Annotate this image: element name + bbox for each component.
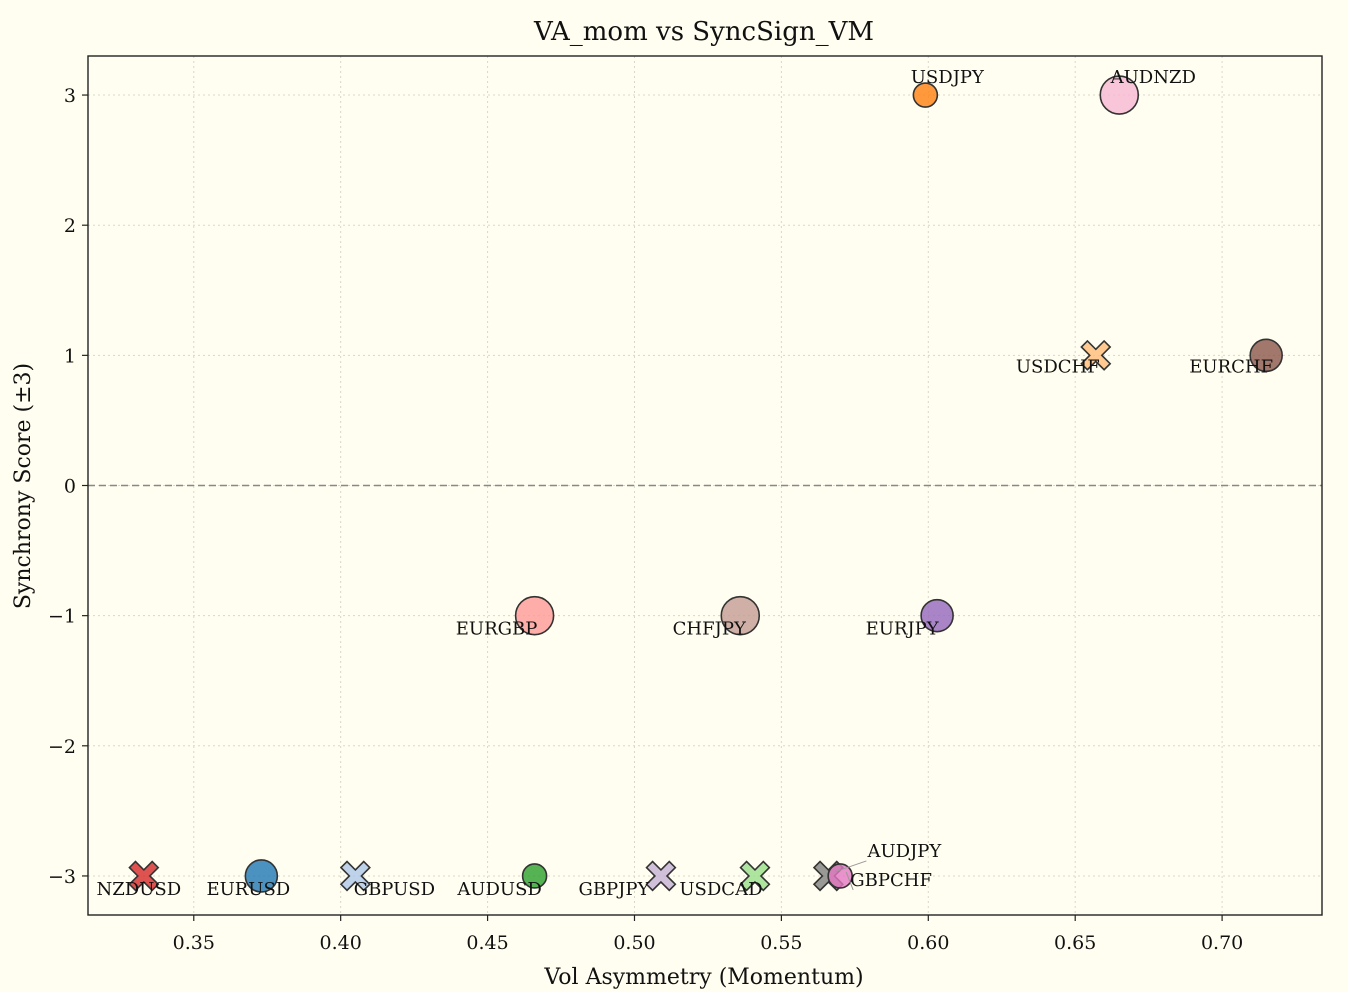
point-marker-eurchf: [1249, 338, 1283, 373]
points-layer: [128, 75, 1283, 893]
x-tick-label: 0.60: [907, 932, 949, 954]
point-label-eurusd: EURUSD: [206, 879, 290, 900]
point-label-audnzd: AUDNZD: [1110, 67, 1196, 88]
point-label-usdcad: USDCAD: [679, 879, 762, 900]
x-tick-label: 0.70: [1201, 932, 1243, 954]
chart-title: VA_mom vs SyncSign_VM: [533, 17, 874, 47]
point-marker-usdjpy: [912, 82, 939, 108]
point-label-chfjpy: CHFJPY: [673, 619, 747, 640]
y-tick-label: −2: [48, 736, 76, 758]
point-marker-eurgbp: [514, 595, 555, 636]
y-tick-label: 0: [64, 476, 76, 498]
point-label-usdchf: USDCHF: [1016, 356, 1100, 377]
point-marker-gbpjpy: [645, 860, 677, 892]
label-leader-gbpchf: [845, 871, 854, 891]
point-marker-nzdusd: [128, 860, 160, 892]
point-label-eurgbp: EURGBP: [456, 619, 538, 640]
point-label-gbpusd: GBPUSD: [354, 879, 435, 900]
y-tick-label: 3: [64, 85, 76, 107]
x-tick-label: 0.40: [320, 932, 362, 954]
label-leader-audjpy: [834, 860, 867, 873]
point-label-gbpchf: GBPCHF: [850, 870, 932, 891]
x-tick-label: 0.55: [760, 932, 802, 954]
x-tick-label: 0.35: [173, 932, 215, 954]
y-axis-ticks: 3 2 1 0 −1 −2 −3: [48, 85, 88, 888]
x-tick-label: 0.50: [613, 932, 655, 954]
y-tick-label: −3: [48, 866, 76, 888]
point-label-eurchf: EURCHF: [1189, 356, 1273, 377]
point-label-audusd: AUDUSD: [456, 879, 542, 900]
point-label-audjpy: AUDJPY: [866, 841, 942, 862]
point-label-usdjpy: USDJPY: [911, 67, 985, 88]
point-label-eurjpy: EURJPY: [866, 619, 940, 640]
x-tick-label: 0.45: [466, 932, 508, 954]
y-tick-label: 2: [64, 215, 76, 237]
x-axis-ticks: 0.35 0.40 0.45 0.50 0.55 0.60 0.65 0.70: [173, 915, 1243, 954]
x-tick-label: 0.65: [1054, 932, 1096, 954]
point-marker-gbpchf: [827, 863, 853, 889]
y-tick-label: −1: [48, 606, 76, 628]
point-marker-usdchf: [1080, 339, 1112, 371]
point-marker-audusd: [521, 863, 548, 889]
point-marker-chfjpy: [720, 595, 761, 636]
point-marker-eurusd: [244, 859, 279, 893]
y-axis-label: Synchrony Score (±3): [11, 363, 36, 609]
point-marker-audnzd: [1099, 75, 1140, 115]
x-axis-label: Vol Asymmetry (Momentum): [543, 965, 863, 990]
point-label-gbpjpy: GBPJPY: [578, 879, 650, 900]
point-marker-eurjpy: [920, 598, 954, 633]
point-label-nzdusd: NZDUSD: [97, 879, 182, 900]
point-marker-usdcad: [739, 860, 771, 892]
point-marker-gbpusd: [339, 860, 371, 892]
y-tick-label: 1: [64, 345, 76, 367]
point-labels-layer: USDJPY AUDNZD USDCHF EURCHF EURGBP CHFJPY EURJ…: [97, 67, 1274, 900]
